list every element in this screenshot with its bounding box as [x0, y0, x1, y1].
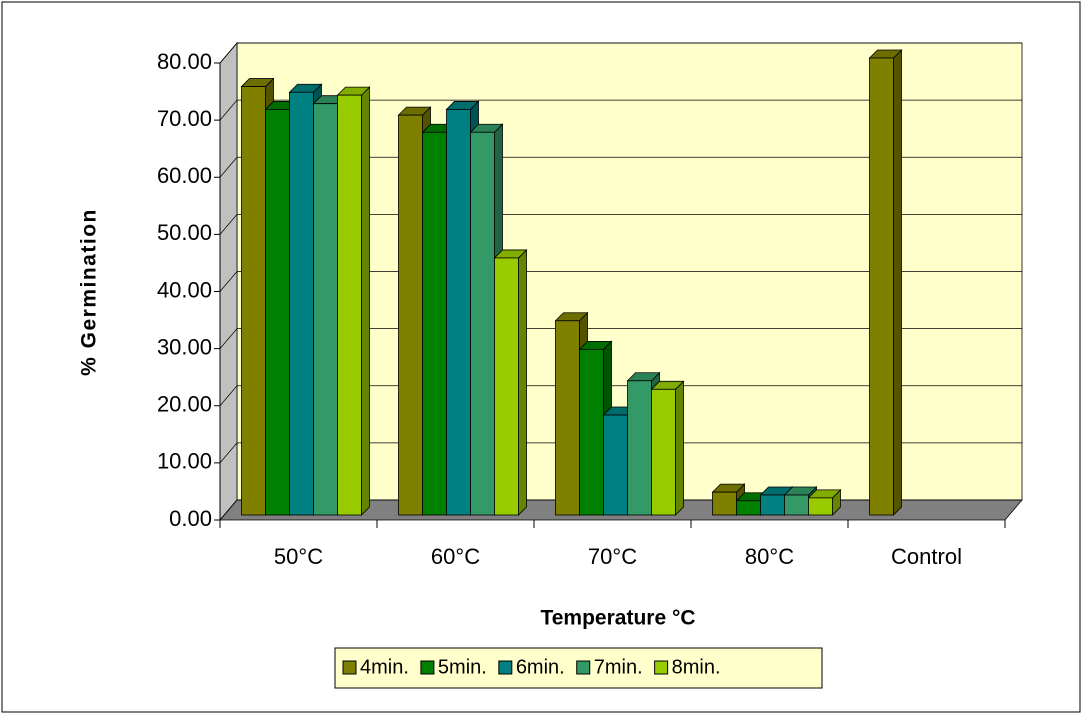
bar	[870, 58, 894, 515]
legend-label: 5min.	[438, 656, 487, 678]
y-tick-label: 60.00	[157, 163, 212, 188]
y-tick-label: 40.00	[157, 277, 212, 302]
bar	[785, 495, 809, 515]
legend-swatch	[499, 661, 512, 674]
x-tick-label: 70°C	[588, 544, 637, 569]
bar	[713, 492, 737, 515]
x-tick-label: 80°C	[745, 544, 794, 569]
bar	[628, 381, 652, 515]
bar-side	[519, 250, 527, 515]
x-tick-label: Control	[891, 544, 962, 569]
bar	[580, 349, 604, 515]
bar	[471, 132, 495, 515]
bar	[652, 389, 676, 515]
bar	[399, 115, 423, 515]
x-axis-title: Temperature °C	[540, 607, 695, 630]
bar-side	[894, 50, 902, 515]
y-axis-title: % Germination	[78, 208, 101, 376]
bar	[423, 132, 447, 515]
bar	[447, 109, 471, 515]
bar	[314, 104, 338, 515]
bar	[604, 415, 628, 515]
bar	[495, 258, 519, 515]
bar-side	[676, 381, 684, 515]
bar	[338, 95, 362, 515]
x-tick-label: 60°C	[431, 544, 480, 569]
legend-label: 7min.	[594, 656, 643, 678]
x-tick-label: 50°C	[274, 544, 323, 569]
legend-swatch	[655, 661, 668, 674]
legend-swatch	[577, 661, 590, 674]
bar-side	[362, 87, 370, 515]
legend-label: 8min.	[672, 656, 721, 678]
bar	[556, 321, 580, 515]
bar	[242, 87, 266, 515]
y-tick-label: 50.00	[157, 220, 212, 245]
bar	[809, 498, 833, 515]
y-tick-label: 20.00	[157, 392, 212, 417]
y-tick-label: 0.00	[169, 506, 212, 531]
legend-label: 4min.	[360, 656, 409, 678]
legend-label: 6min.	[516, 656, 565, 678]
bar	[290, 92, 314, 515]
y-tick-label: 70.00	[157, 106, 212, 131]
legend-swatch	[421, 661, 434, 674]
legend-swatch	[343, 661, 356, 674]
bar	[737, 501, 761, 515]
y-tick-label: 80.00	[157, 49, 212, 74]
y-tick-label: 30.00	[157, 334, 212, 359]
y-tick-label: 10.00	[157, 449, 212, 474]
bar	[761, 495, 785, 515]
bar	[266, 109, 290, 515]
chart: 0.00 10.00 20.00 30.00 40.00 50.00 60.00 70.00 8…	[0, 0, 1083, 715]
